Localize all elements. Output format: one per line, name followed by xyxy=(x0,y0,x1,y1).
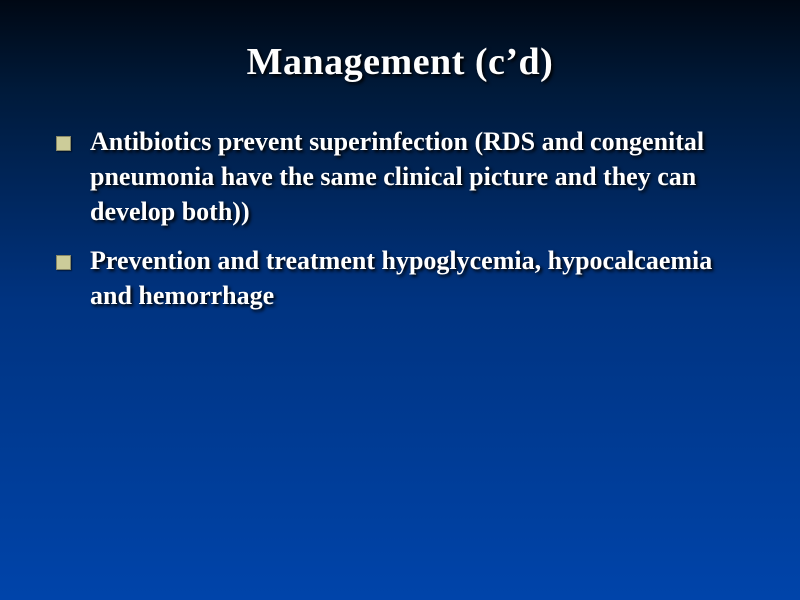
slide: Management (c’d) Antibiotics prevent sup… xyxy=(0,0,800,600)
bullet-list: Antibiotics prevent superinfection (RDS … xyxy=(50,124,750,313)
list-item: Antibiotics prevent superinfection (RDS … xyxy=(50,124,750,229)
list-item: Prevention and treatment hypoglycemia, h… xyxy=(50,243,750,313)
slide-title: Management (c’d) xyxy=(50,40,750,84)
